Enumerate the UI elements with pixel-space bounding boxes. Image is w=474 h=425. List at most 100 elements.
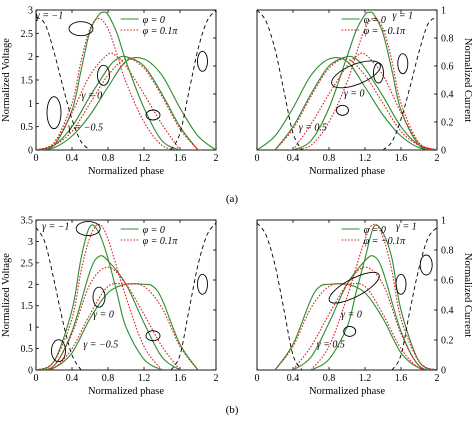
y2-tick-label: 0.6 — [441, 62, 454, 73]
y-axis-label: Normalized Voltage — [1, 253, 12, 337]
y-tick-label: 1.5 — [21, 76, 34, 87]
callout-ellipse — [145, 109, 161, 121]
y-axis-label: Normalized Voltage — [1, 38, 12, 122]
y2-tick-label: 0.2 — [441, 336, 454, 347]
y-tick-label: 1 — [28, 323, 33, 334]
series-line-current-6 — [36, 227, 82, 370]
callout-ellipse — [75, 221, 101, 237]
series-line-phi01-3 — [310, 223, 437, 370]
y2-axis-label: Normalized Current — [462, 38, 473, 122]
y-tick-label: 2.5 — [21, 29, 34, 40]
callout-ellipse — [397, 53, 409, 75]
annotation-label: γ = −1 — [42, 221, 69, 232]
callout-ellipse — [145, 330, 161, 342]
y-tick-label: 1.5 — [21, 301, 34, 312]
plot-frame — [256, 9, 438, 151]
callout-ellipse — [197, 50, 208, 72]
series-line-phi0-0 — [36, 224, 163, 370]
series-line-current-6 — [257, 222, 303, 370]
y-tick-label: 0.5 — [21, 344, 34, 355]
series-line-phi0-0 — [36, 11, 181, 150]
annotation-label: γ = 0 — [93, 310, 114, 321]
series-line-phi01-3 — [292, 17, 437, 150]
callout-ellipse — [343, 325, 357, 337]
series-line-phi0-0 — [292, 11, 437, 150]
series-line-phi01-4 — [292, 52, 437, 150]
series-group — [36, 10, 216, 150]
series-line-phi0-2 — [36, 56, 216, 150]
series-line-phi01-4 — [36, 266, 181, 370]
x-tick-label: 1.6 — [395, 153, 408, 164]
x-tick-label: 0.4 — [66, 373, 79, 384]
annotation-label: γ = −0.5 — [68, 122, 103, 133]
callout-ellipse — [328, 271, 380, 304]
series-line-phi01-5 — [36, 282, 199, 370]
panel-label-a: (a) — [226, 193, 239, 205]
series-line-current-7 — [391, 227, 437, 370]
series-line-phi01-5 — [36, 58, 199, 150]
callout-ellipse — [419, 254, 433, 276]
y-tick-label: 1 — [28, 99, 33, 110]
legend-label: φ = 0 — [364, 225, 386, 236]
x-axis-label: Normalized phase — [309, 386, 385, 397]
y-tick-label: 2 — [28, 280, 33, 291]
annotation-label: γ = 1 — [392, 10, 413, 21]
x-tick-label: 1.2 — [359, 373, 372, 384]
annotation-label: γ = −0.5 — [83, 340, 118, 351]
y2-tick-label: 0.6 — [441, 276, 454, 287]
legend-label: φ = 0.1π — [143, 236, 179, 247]
plot-frame — [256, 219, 438, 371]
y2-tick-label: 0.2 — [441, 118, 454, 129]
chart-panel-a-left: 0 0.4 0.8 1.2 1.6 2 0 0.5 1 1.5 2 2.5 3 Normalized ph… — [1, 6, 219, 178]
x-tick-label: 0.4 — [287, 373, 300, 384]
callout-ellipse — [51, 339, 66, 363]
x-axis-label: Normalized phase — [309, 166, 385, 177]
annotation-label: γ = 0 — [341, 310, 362, 321]
x-tick-label: 0.4 — [66, 153, 79, 164]
x-tick-label: 0.8 — [323, 153, 336, 164]
series-group — [36, 222, 216, 370]
series-line-phi01-3 — [36, 17, 181, 150]
legend-label: φ = 0 — [143, 225, 165, 236]
series-line-phi0-1 — [36, 55, 199, 150]
callout-ellipse — [336, 104, 349, 116]
x-axis-label: Normalized phase — [88, 386, 164, 397]
x-tick-label: 1.6 — [174, 153, 187, 164]
x-tick-label: 1.6 — [174, 373, 187, 384]
x-tick-label: 0 — [255, 153, 260, 164]
x-tick-label: 1.2 — [138, 153, 151, 164]
series-line-phi0-2 — [257, 56, 437, 150]
x-tick-label: 1.6 — [395, 373, 408, 384]
callout-ellipse — [331, 60, 381, 89]
legend-label: φ = −0.1π — [364, 26, 407, 37]
series-line-current-7 — [170, 222, 216, 370]
x-tick-label: 0.4 — [287, 153, 300, 164]
y-tick-label: 3 — [28, 237, 33, 248]
series-line-current-6 — [36, 16, 91, 150]
y2-tick-label: 0.8 — [441, 34, 454, 45]
y-tick-label: 0.5 — [21, 122, 34, 133]
y-tick-label: 3 — [28, 6, 33, 17]
y-tick-label: 3.5 — [21, 216, 34, 227]
series-line-current-6 — [257, 10, 303, 150]
x-tick-label: 2 — [435, 373, 440, 384]
callout-ellipse — [373, 62, 384, 84]
x-tick-label: 0 — [34, 153, 39, 164]
y2-tick-label: 0 — [441, 366, 446, 377]
y-tick-label: 0 — [28, 146, 33, 157]
callout-ellipse — [92, 286, 106, 308]
y2-tick-label: 0 — [441, 146, 446, 157]
legend-label: φ = 0.1π — [143, 26, 179, 37]
callout-ellipse — [395, 273, 407, 295]
callout-ellipse — [46, 96, 62, 130]
series-line-current-7 — [382, 16, 437, 150]
annotation-label: γ = 0 — [81, 91, 102, 102]
x-tick-label: 1.2 — [359, 153, 372, 164]
annotation-label: γ = 1 — [396, 221, 417, 232]
callout-ellipse — [97, 64, 110, 86]
x-tick-label: 0 — [255, 373, 260, 384]
